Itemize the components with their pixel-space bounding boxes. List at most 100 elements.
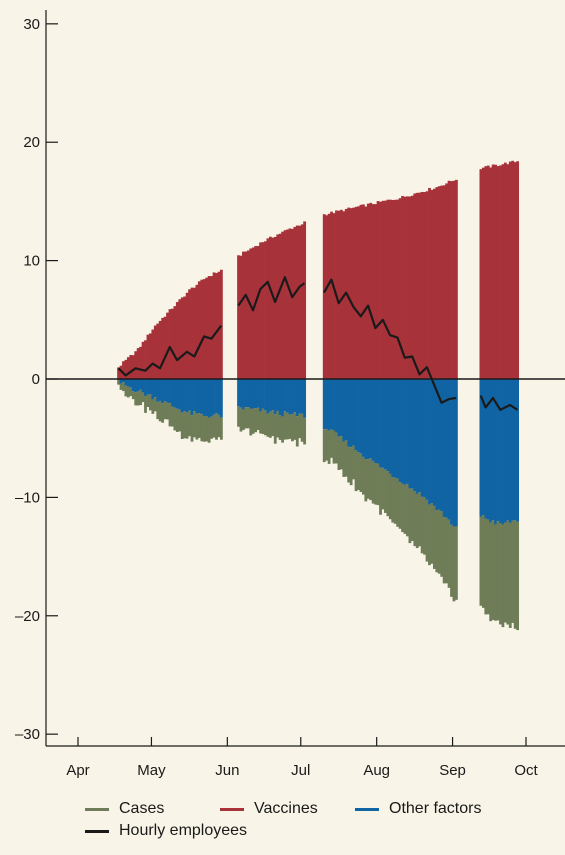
bar-vaccines [361, 204, 365, 379]
bar-other-factors [437, 379, 441, 510]
bar-cases [295, 416, 299, 447]
y-tick-label: –30 [15, 726, 40, 743]
bar-vaccines [423, 192, 426, 379]
bar-vaccines [391, 200, 395, 379]
bar-other-factors [239, 379, 243, 408]
bar-vaccines [408, 196, 412, 379]
bar-other-factors [264, 379, 267, 411]
bar-other-factors [166, 379, 169, 403]
bar-other-factors [195, 379, 199, 414]
bar-vaccines [330, 211, 333, 379]
bar-vaccines [249, 248, 253, 379]
bar-vaccines [242, 251, 245, 379]
bar-cases [246, 407, 250, 429]
bar-other-factors [144, 379, 147, 396]
bar-vaccines [511, 160, 515, 379]
bar-vaccines [430, 189, 434, 379]
bar-other-factors [406, 379, 409, 484]
bar-other-factors [506, 379, 510, 521]
bar-other-factors [335, 379, 338, 433]
bar-other-factors [374, 379, 378, 464]
bar-other-factors [450, 379, 453, 525]
bar-vaccines [237, 255, 240, 379]
bar-cases [166, 402, 169, 420]
bar-vaccines [266, 238, 270, 379]
bar-cases [293, 412, 297, 440]
bar-cases [207, 417, 211, 443]
bar-other-factors [185, 379, 189, 413]
bar-other-factors [175, 379, 179, 409]
bar-cases [131, 391, 135, 400]
bar-vaccines [190, 287, 194, 379]
bar-cases [190, 415, 194, 442]
bar-vaccines [295, 225, 299, 379]
bar-cases [149, 394, 152, 411]
bar-other-factors [251, 379, 255, 409]
bar-vaccines [217, 271, 221, 379]
bar-cases [452, 526, 456, 602]
legend-swatch-other-factors [355, 807, 379, 811]
bar-vaccines [369, 202, 373, 379]
bar-cases [200, 414, 204, 442]
bar-cases [479, 516, 483, 606]
bar-cases [276, 410, 280, 438]
bar-cases [506, 520, 510, 625]
bar-other-factors [371, 379, 375, 461]
bar-cases [185, 412, 189, 439]
bar-vaccines [503, 162, 507, 379]
bar-cases [146, 394, 150, 408]
bar-other-factors [418, 379, 422, 493]
bar-vaccines [180, 297, 184, 379]
bar-vaccines [452, 180, 456, 379]
bar-other-factors [183, 379, 187, 412]
bar-cases [366, 459, 370, 499]
bar-other-factors [254, 379, 258, 409]
bar-cases [188, 410, 191, 437]
bar-other-factors [190, 379, 194, 416]
bar-cases [410, 488, 414, 541]
bar-other-factors [364, 379, 368, 460]
bar-other-factors [256, 379, 260, 408]
bar-other-factors [129, 379, 133, 388]
bar-vaccines [491, 164, 495, 379]
bar-vaccines [415, 192, 419, 379]
bar-cases [432, 505, 436, 569]
bar-other-factors [452, 379, 456, 527]
bar-other-factors [188, 379, 191, 411]
bar-other-factors [122, 379, 125, 383]
bar-other-factors [359, 379, 363, 454]
legend-item-cases: Cases [85, 800, 164, 818]
bar-cases [450, 524, 453, 597]
bar-vaccines [271, 237, 275, 379]
bar-cases [347, 446, 351, 483]
hourly-employees-line [237, 276, 306, 312]
bar-vaccines [516, 161, 520, 379]
bar-cases [354, 450, 358, 492]
bar-cases [183, 411, 187, 439]
bar-cases [281, 416, 284, 443]
bar-other-factors [511, 379, 515, 521]
bar-vaccines [210, 276, 213, 379]
bar-cases [437, 509, 441, 574]
bar-cases [445, 517, 449, 584]
legend-item-vaccines: Vaccines [220, 800, 318, 818]
bar-vaccines [379, 201, 382, 379]
legend-swatch-vaccines [220, 807, 244, 811]
bar-other-factors [237, 379, 240, 407]
bar-cases [215, 413, 218, 440]
y-tick-label: –10 [15, 489, 40, 506]
bar-vaccines [339, 209, 343, 379]
bar-vaccines [251, 247, 255, 379]
hourly-employees-line [479, 395, 519, 411]
bar-vaccines [413, 193, 417, 379]
bar-cases [388, 473, 392, 520]
bar-other-factors [337, 379, 341, 437]
bar-other-factors [146, 379, 150, 395]
bar-vaccines [481, 167, 485, 379]
bar-other-factors [393, 379, 397, 478]
bar-vaccines [359, 204, 363, 379]
bar-vaccines [352, 207, 355, 379]
bar-vaccines [337, 210, 341, 379]
bar-cases [481, 515, 485, 608]
